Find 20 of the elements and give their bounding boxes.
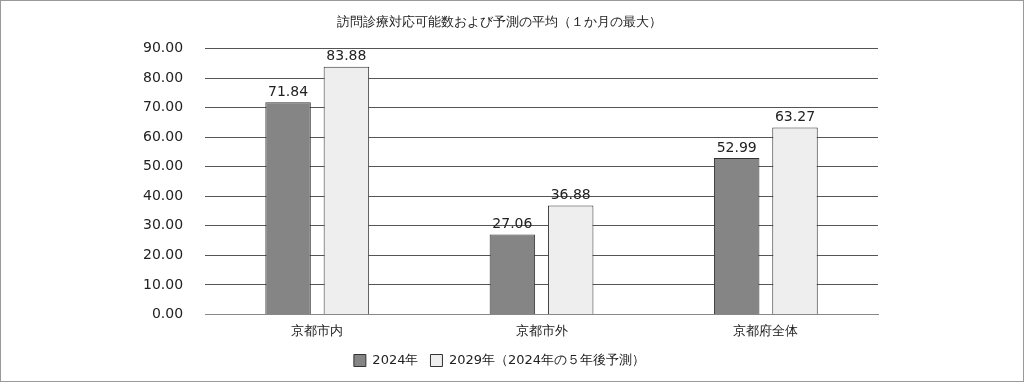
data-label: 52.99	[716, 138, 757, 155]
y-tick-label: 70.00	[142, 98, 184, 115]
x-tick-label: 京都市外	[515, 322, 568, 338]
data-label: 83.88	[326, 47, 367, 64]
y-tick-label: 60.00	[142, 127, 184, 144]
y-tick-label: 90.00	[142, 39, 184, 56]
y-tick-label: 50.00	[142, 157, 184, 174]
data-label: 71.84	[268, 82, 309, 99]
y-tick-label: 80.00	[142, 68, 184, 85]
legend-label: 2029年（2024年の５年後予測）	[448, 351, 646, 367]
y-tick-label: 40.00	[142, 186, 184, 203]
data-label: 63.27	[774, 108, 816, 125]
y-tick-label: 30.00	[142, 216, 184, 233]
legend-label: 2024年	[372, 351, 419, 367]
y-tick-label: 20.00	[142, 245, 184, 262]
x-tick-label: 京都市内	[291, 322, 344, 338]
x-tick-label: 京都府全体	[733, 322, 799, 338]
y-tick-label: 0.00	[151, 305, 184, 322]
y-tick-label: 10.00	[142, 275, 184, 292]
chart-title: 訪問診療対応可能数および予測の平均（１か月の最大）	[337, 14, 662, 30]
